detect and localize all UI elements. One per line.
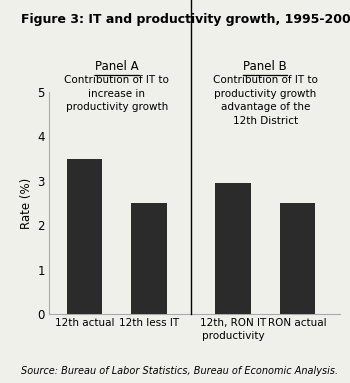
Bar	[131, 203, 167, 314]
Y-axis label: Rate (%): Rate (%)	[20, 177, 33, 229]
Text: Contribution of IT to
productivity growth
advantage of the
12th District: Contribution of IT to productivity growt…	[213, 75, 318, 126]
Bar	[215, 183, 251, 314]
Text: Source: Bureau of Labor Statistics, Bureau of Economic Analysis.: Source: Bureau of Labor Statistics, Bure…	[21, 366, 338, 376]
Bar	[67, 159, 102, 314]
Text: Figure 3: IT and productivity growth, 1995-2000: Figure 3: IT and productivity growth, 19…	[21, 13, 350, 26]
Text: Panel A: Panel A	[95, 60, 139, 73]
Text: Panel B: Panel B	[243, 60, 287, 73]
Bar	[280, 203, 315, 314]
Text: Contribution of IT to
increase in
productivity growth: Contribution of IT to increase in produc…	[64, 75, 169, 112]
